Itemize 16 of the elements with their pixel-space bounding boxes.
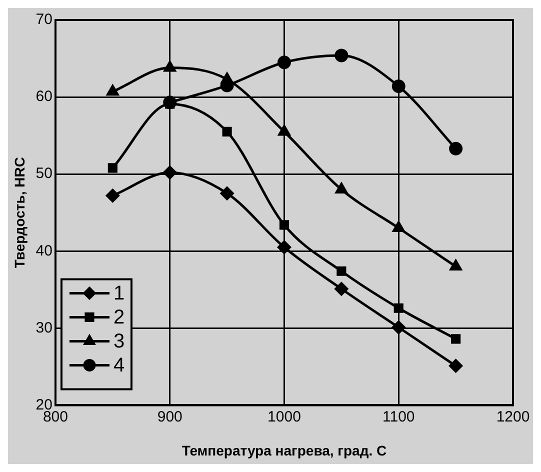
- y-tick-label: 40: [36, 242, 52, 260]
- x-tick-label: 900: [157, 408, 182, 426]
- legend-label: 1: [113, 282, 125, 305]
- x-tick-label: 800: [42, 408, 68, 426]
- y-tick-label: 60: [36, 88, 52, 106]
- y-tick-label: 70: [36, 11, 52, 28]
- x-tick-label: 1200: [496, 408, 530, 426]
- y-tick-label: 50: [36, 165, 52, 182]
- legend-label: 2: [113, 306, 125, 329]
- x-tick-label: 1000: [268, 408, 301, 426]
- y-tick-label: 30: [36, 319, 52, 336]
- x-axis-title: Температура нагрева, град. С: [182, 442, 387, 458]
- x-tick-label: 1100: [382, 408, 415, 426]
- legend-label: 3: [113, 330, 125, 353]
- y-axis-title: Твердость, HRC: [11, 157, 28, 268]
- legend-label: 4: [113, 354, 125, 377]
